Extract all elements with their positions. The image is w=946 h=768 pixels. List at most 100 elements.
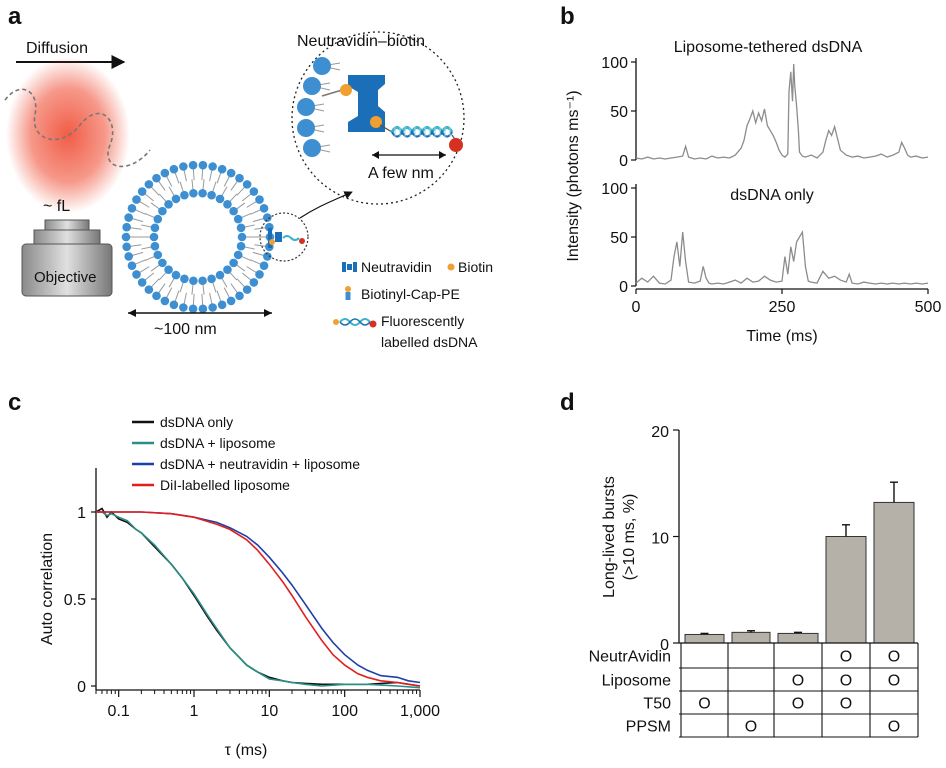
x-tick-label: 100 [331, 703, 358, 720]
lipid-tail [192, 293, 195, 305]
lipid-head [169, 300, 179, 310]
y-tick-label: 100 [601, 55, 628, 72]
lipid-tail [201, 169, 204, 181]
lipid-tail [250, 209, 261, 215]
y-axis-title: Auto correlation [39, 533, 56, 645]
biotin-linker [321, 89, 343, 97]
lipid-head [303, 77, 321, 95]
zoom-arrow [299, 191, 353, 219]
biotin-dot [340, 84, 352, 96]
table-row-label: NeutrAvidin [589, 649, 671, 666]
lipid-head [255, 195, 264, 204]
zoom-title: Neutravidin–biotin [297, 33, 425, 50]
lipid-head [208, 303, 217, 312]
lipid-head [223, 200, 232, 209]
x-tick-label: 1,000 [400, 703, 440, 720]
lipid-tail [151, 278, 160, 288]
y-tick-label: 1 [77, 505, 86, 522]
lipid-head [160, 168, 170, 178]
lipid-tail [230, 181, 238, 191]
lipid-head [149, 232, 159, 242]
lipid-head [297, 98, 315, 116]
lipid-tail [221, 278, 228, 288]
lipid-head [263, 252, 272, 261]
lipid-head [242, 180, 252, 189]
lipid-tail [241, 272, 252, 281]
lipid-head [152, 173, 161, 183]
lipid-head [152, 291, 161, 301]
lipid-tail [252, 251, 264, 256]
lipid-tail [229, 272, 238, 281]
x-axis-title: Time (ms) [746, 328, 817, 345]
table-mark: O [792, 696, 804, 713]
lipid-tail [236, 202, 246, 210]
y-axis-title-2: (>10 ms, %) [621, 494, 638, 581]
panel-letter-c: c [8, 389, 21, 416]
lipid-tail [179, 282, 184, 293]
series-line-1 [95, 507, 421, 687]
series-line [635, 63, 929, 160]
lipid-tail [130, 227, 142, 230]
dna-linker [379, 124, 393, 133]
bar [684, 633, 725, 644]
panel-d: d 0 10 20 Long-lived bursts (>10 ms, %) Neutr… [560, 389, 919, 738]
lipid-tail [191, 179, 194, 190]
zoom-content: A few nm [297, 57, 463, 182]
lipid-head [124, 252, 133, 261]
lipid-tail [144, 256, 155, 262]
lipid-tail [183, 292, 187, 304]
y-tick-label: 0 [660, 637, 669, 654]
lipid-tail [141, 246, 152, 250]
lipid-head [249, 278, 259, 287]
lipid-tail [135, 259, 146, 265]
lipid-head [164, 200, 173, 209]
lipid-tail [254, 227, 266, 230]
chart-b-top: 0 50 100 Liposome-tethered dsDNA Intensity (… [565, 39, 929, 262]
y-tick-label: 50 [610, 230, 628, 247]
chart-title: Liposome-tethered dsDNA [674, 39, 863, 56]
table-row-label: PPSM [626, 719, 671, 736]
lipid-tail [212, 282, 217, 293]
x-axis-title: τ (ms) [225, 742, 268, 759]
table-row-label: T50 [643, 696, 671, 713]
lipid-head [189, 188, 198, 198]
table-mark: O [792, 673, 804, 690]
lipid-tail [236, 278, 245, 288]
lipid-head [223, 265, 232, 274]
lipid-tail [130, 244, 142, 247]
lipid-tail [244, 224, 255, 228]
lipid-head [198, 188, 207, 198]
legend-label: dsDNA + liposome [160, 435, 276, 451]
chart-b-bottom: 0 50 100 dsDNA only 0 250 500 Time (ms) [601, 181, 941, 345]
legend-biotin: Biotin [458, 259, 493, 275]
lipid-tail [223, 176, 230, 187]
lipid-tail [212, 181, 217, 192]
lipid-head [132, 270, 141, 279]
lipid-tail [151, 186, 160, 196]
series-line-2 [96, 511, 421, 689]
lipid-head [122, 222, 131, 232]
lipid-tail [158, 283, 166, 293]
series-line-4 [96, 511, 421, 687]
lipid-head [217, 300, 227, 310]
lipid-head [150, 241, 160, 251]
table-mark: O [888, 719, 900, 736]
lipid-head [144, 180, 154, 189]
table-mark: O [745, 719, 757, 736]
lipid-head [150, 223, 160, 233]
lipid-tail [183, 170, 187, 182]
volume-label: ~ fL [43, 198, 70, 215]
lipid-head [233, 214, 243, 224]
lipid-head [297, 119, 315, 137]
lipid-tail [168, 186, 175, 196]
lipid-head [208, 162, 217, 171]
lipid-head [171, 194, 181, 204]
lipid-head [207, 190, 216, 200]
x-tick-label: 500 [915, 299, 942, 316]
legend-dsdna-2: labelled dsDNA [381, 334, 478, 350]
liposome [121, 160, 275, 314]
table-mark: O [840, 673, 852, 690]
confocal-volume [6, 57, 130, 213]
lipid-head [153, 214, 163, 224]
y-tick-label: 20 [651, 424, 669, 441]
